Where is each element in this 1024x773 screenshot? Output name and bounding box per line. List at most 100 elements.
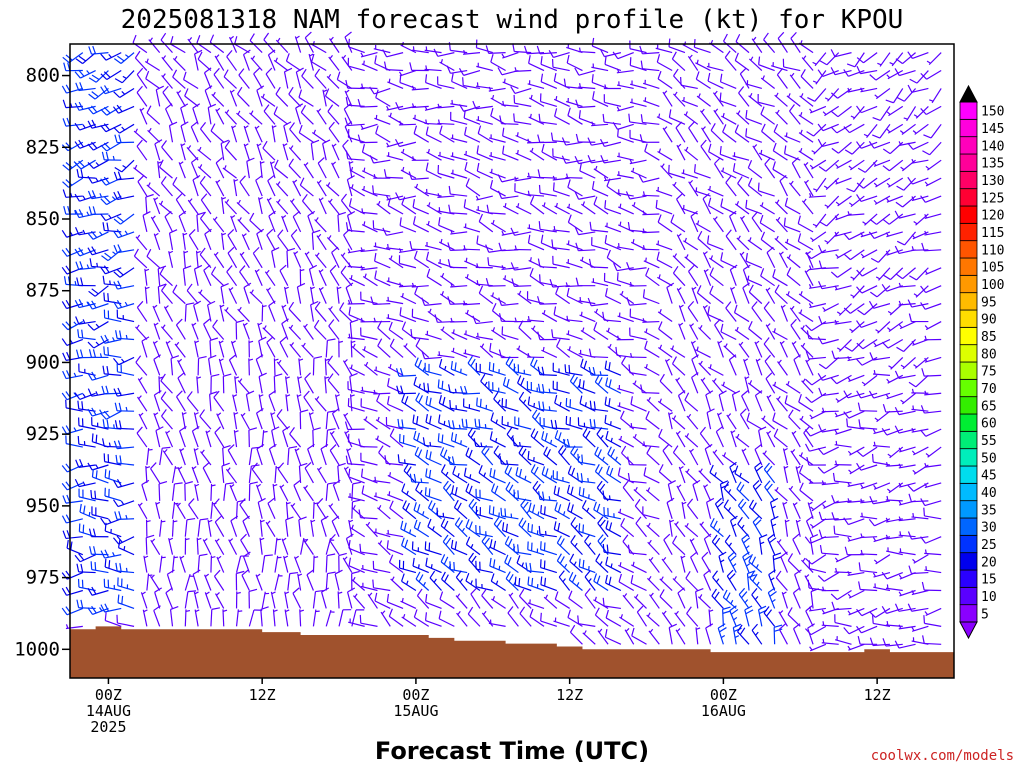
wind-barb (212, 92, 224, 106)
wind-barb-feather (580, 396, 582, 404)
wind-barb-half-feather (188, 145, 190, 148)
wind-barb (208, 520, 212, 537)
wind-barb (229, 288, 237, 304)
wind-barb (214, 570, 223, 590)
wind-barb (348, 619, 364, 627)
wind-barb-half-feather (231, 485, 234, 487)
wind-barb-feather (215, 427, 221, 433)
wind-barb-staff (362, 189, 378, 196)
wind-barb (104, 310, 121, 322)
wind-barb-staff (594, 169, 608, 178)
wind-barb-feather (494, 446, 498, 453)
wind-barb (631, 575, 646, 590)
wind-barb (224, 70, 236, 89)
wind-barb (76, 82, 96, 90)
wind-barb-feather (559, 432, 562, 440)
wind-barb-feather (315, 69, 320, 76)
wind-barb (541, 347, 556, 357)
wind-barb (240, 266, 250, 286)
wind-barb (503, 203, 518, 214)
wind-barb-feather (597, 481, 602, 488)
wind-barb (160, 556, 166, 573)
wind-barb-feather (482, 589, 487, 596)
wind-barb-staff (373, 304, 390, 305)
wind-barb (412, 156, 429, 160)
wind-barb (325, 89, 339, 107)
wind-barb-staff (528, 243, 544, 250)
wind-barb-half-feather (155, 233, 158, 235)
wind-barb (323, 90, 327, 107)
wind-barb (271, 413, 275, 429)
wind-barb-staff (219, 359, 223, 375)
wind-barb-half-feather (83, 230, 85, 234)
wind-barb-feather (438, 433, 439, 441)
wind-barb (312, 130, 326, 142)
wind-barb-staff (105, 587, 122, 590)
wind-barb-half-feather (348, 249, 350, 253)
wind-barb (631, 562, 646, 573)
wind-barb-feather (253, 247, 259, 253)
wind-barb-staff (554, 99, 569, 106)
wind-barb-feather (519, 446, 523, 453)
wind-barb-feather (249, 589, 257, 591)
wind-barb-half-feather (378, 201, 380, 205)
wind-barb-staff (450, 428, 467, 429)
wind-barb-staff (249, 448, 251, 465)
wind-barb-feather (605, 361, 606, 369)
wind-barb (645, 341, 660, 358)
wind-barb-staff (630, 102, 646, 106)
wind-barb (386, 297, 403, 304)
wind-barb-half-feather (232, 341, 236, 343)
wind-barb-staff (567, 207, 583, 214)
wind-barb-feather (585, 588, 590, 594)
wind-barb (147, 448, 153, 465)
wind-barb (208, 104, 216, 124)
wind-barb (135, 51, 146, 70)
wind-barb (77, 169, 96, 178)
wind-barb-feather (137, 140, 142, 146)
wind-barb-feather (466, 419, 467, 427)
wind-barb-half-feather (528, 191, 529, 195)
wind-barb-staff (194, 305, 198, 321)
wind-barb (315, 69, 326, 89)
x-axis-title: Forecast Time (UTC) (375, 737, 649, 765)
wind-barb-staff (147, 113, 160, 124)
wind-barb (172, 520, 177, 537)
wind-barb (466, 573, 480, 590)
wind-barb-feather (595, 464, 599, 471)
wind-barb-half-feather (518, 203, 519, 207)
wind-barb-half-feather (643, 245, 644, 249)
wind-barb (443, 535, 454, 555)
wind-barb-half-feather (441, 239, 442, 243)
wind-barb-staff (183, 233, 185, 250)
wind-barb-feather (400, 217, 401, 225)
wind-barb-half-feather (189, 199, 192, 202)
wind-barb-feather (453, 466, 456, 474)
wind-barb-staff (173, 58, 185, 70)
wind-barb-staff (95, 286, 108, 297)
wind-barb-feather (576, 243, 578, 251)
wind-barb-feather (603, 491, 604, 499)
wind-barb-staff (518, 383, 532, 393)
wind-barb-half-feather (643, 211, 644, 215)
wind-barb-staff (135, 58, 146, 71)
wind-barb-feather (176, 319, 182, 325)
wind-barb-feather (250, 213, 254, 220)
wind-barb-staff (216, 163, 224, 178)
wind-barb-feather (236, 320, 244, 322)
wind-barb-half-feather (399, 248, 401, 252)
wind-barb-staff (205, 575, 211, 591)
wind-barb-half-feather (87, 212, 89, 216)
wind-barb-feather (268, 498, 274, 503)
wind-barb (183, 266, 191, 286)
wind-barb-feather (91, 561, 92, 569)
wind-barb-half-feather (249, 359, 253, 360)
wind-barb-staff (192, 431, 198, 447)
wind-barb-feather (621, 518, 625, 525)
wind-barb-staff (238, 219, 250, 231)
wind-barb (517, 555, 531, 572)
wind-barb (101, 142, 121, 151)
wind-barb-feather (256, 175, 263, 180)
wind-barb (62, 339, 83, 346)
wind-barb-staff (554, 529, 569, 536)
